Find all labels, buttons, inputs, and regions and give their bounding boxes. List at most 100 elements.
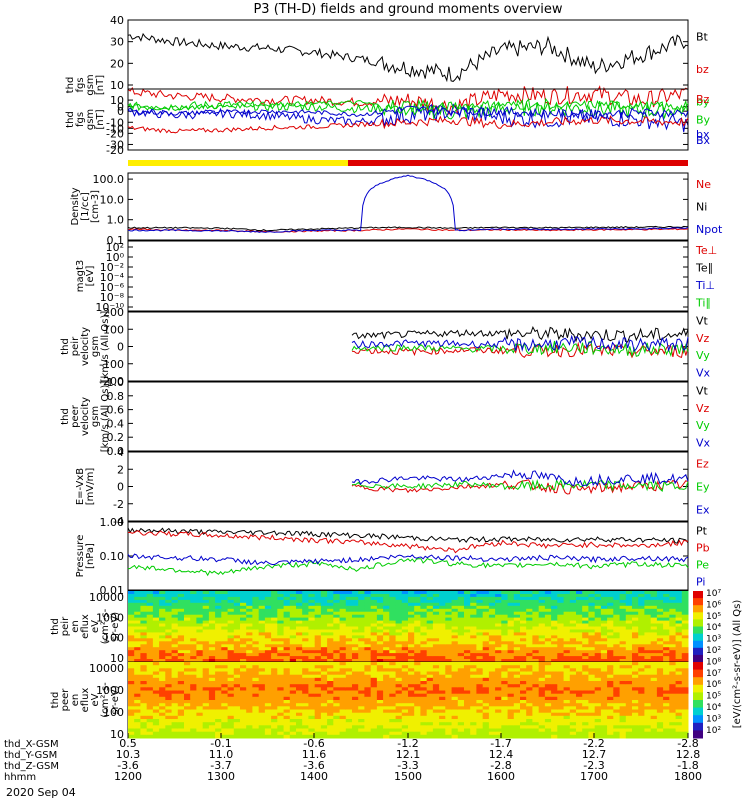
heatmap-cell: [501, 693, 508, 698]
heatmap-cell: [445, 653, 452, 657]
heatmap-cell: [563, 668, 571, 672]
heatmap-cell: [619, 703, 627, 707]
heatmap-cell: [358, 599, 365, 604]
heatmap-cell: [408, 650, 415, 654]
y-tick-label: 0: [117, 105, 124, 118]
heatmap-cell: [165, 665, 172, 669]
heatmap-cell: [669, 656, 676, 660]
heatmap-cell: [240, 614, 247, 619]
heatmap-cell: [569, 594, 577, 598]
heatmap-cell: [389, 677, 396, 682]
heatmap-cell: [675, 715, 683, 720]
heatmap-cell: [389, 623, 396, 627]
heatmap-cell: [476, 596, 484, 601]
heatmap-cell: [520, 715, 527, 720]
heatmap-cell: [576, 599, 583, 604]
heatmap-cell: [196, 635, 204, 639]
heatmap-cell: [333, 659, 340, 663]
heatmap-cell: [252, 647, 260, 651]
heatmap-cell: [414, 725, 421, 729]
heatmap-cell: [383, 677, 390, 682]
heatmap-cell: [432, 653, 440, 657]
heatmap-cell: [414, 731, 421, 736]
heatmap-cell: [252, 703, 260, 707]
heatmap-cell: [426, 690, 434, 695]
heatmap-cell: [358, 644, 365, 648]
heatmap-cell: [538, 638, 546, 642]
y-tick-label: -4: [113, 515, 124, 528]
heatmap-cell: [221, 681, 228, 685]
heatmap-cell: [333, 644, 340, 648]
heatmap-cell: [600, 594, 608, 598]
heatmap-cell: [277, 620, 284, 625]
heatmap-cell: [445, 644, 452, 648]
heatmap-cell: [414, 706, 421, 710]
heatmap-cell: [383, 712, 390, 717]
heatmap-cell: [625, 671, 633, 676]
heatmap-cell: [215, 696, 222, 701]
heatmap-cell: [482, 693, 490, 698]
heatmap-cell: [190, 656, 197, 660]
heatmap-cell: [576, 690, 583, 695]
heatmap-cell: [376, 644, 384, 648]
heatmap-cell: [376, 662, 384, 666]
heatmap-cell: [233, 611, 241, 616]
heatmap-cell: [159, 611, 166, 616]
heatmap-cell: [420, 617, 428, 622]
heatmap-cell: [283, 703, 291, 707]
heatmap-cell: [501, 635, 508, 639]
heatmap-cell: [128, 611, 135, 616]
heatmap-cell: [146, 591, 154, 595]
heatmap-cell: [445, 632, 452, 636]
heatmap-cell: [607, 703, 614, 707]
heatmap-cell: [202, 611, 210, 616]
heatmap-cell: [215, 693, 222, 698]
heatmap-cell: [221, 594, 228, 598]
heatmap-cell: [165, 677, 172, 682]
heatmap-cell: [227, 728, 235, 733]
heatmap-cell: [140, 719, 148, 723]
heatmap-cell: [302, 728, 309, 733]
heatmap-cell: [401, 591, 409, 595]
heatmap-cell: [395, 734, 403, 739]
heatmap-cell: [159, 617, 166, 622]
colorbar-tick: 10⁶: [706, 680, 721, 690]
heatmap-cell: [184, 715, 191, 720]
series-line-Bt: [127, 32, 689, 83]
heatmap-cell: [389, 635, 396, 639]
heatmap-cell: [258, 650, 266, 654]
heatmap-cell: [370, 635, 378, 639]
heatmap-cell: [632, 653, 639, 657]
heatmap-cell: [264, 668, 272, 672]
heatmap-cell: [308, 617, 316, 622]
heatmap-cell: [252, 617, 260, 622]
heatmap-cell: [264, 677, 272, 682]
heatmap-cell: [569, 734, 577, 739]
heatmap-cell: [408, 602, 415, 607]
heatmap-cell: [146, 671, 154, 676]
heatmap-cell: [619, 693, 627, 698]
heatmap-cell: [320, 596, 328, 601]
colorbar-swatch: [693, 730, 703, 739]
heatmap-cell: [644, 650, 652, 654]
heatmap-cell: [632, 594, 639, 598]
heatmap-cell: [308, 684, 316, 688]
heatmap-cell: [208, 703, 216, 707]
heatmap-cell: [594, 647, 602, 651]
heatmap-cell: [551, 656, 558, 660]
colorbar-tick: 10³: [706, 635, 721, 645]
heatmap-cell: [283, 623, 291, 627]
heatmap-cell: [600, 596, 608, 601]
status-segment-red: [348, 160, 688, 166]
heatmap-cell: [576, 626, 583, 630]
heatmap-cell: [389, 605, 396, 610]
heatmap-cell: [414, 638, 421, 642]
heatmap-cell: [196, 722, 204, 726]
heatmap-cell: [389, 653, 396, 657]
heatmap-cell: [345, 668, 353, 672]
heatmap-cell: [551, 638, 558, 642]
heatmap-cell: [271, 696, 278, 701]
heatmap-cell: [600, 602, 608, 607]
heatmap-cell: [501, 647, 508, 651]
heatmap-cell: [296, 608, 303, 613]
